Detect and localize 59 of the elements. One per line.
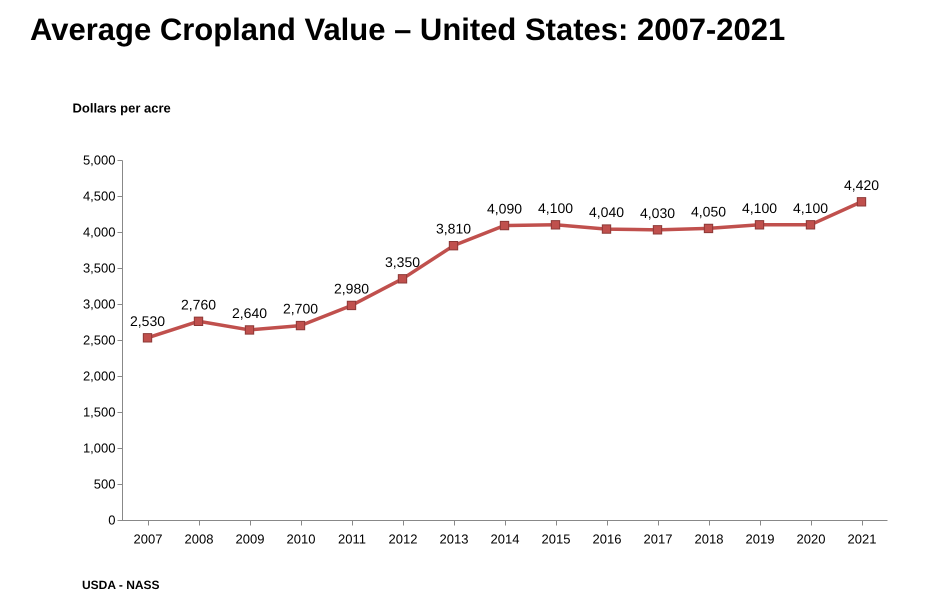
point	[398, 274, 408, 284]
y-axis-title: Dollars per acre	[72, 100, 171, 116]
x-tick-label: 2019	[746, 532, 774, 546]
chart-title: Average Cropland Value – United States: 2007-2021	[30, 12, 786, 47]
x-tick-label: 2018	[694, 532, 724, 546]
text: 2,980	[334, 280, 370, 296]
x-tick-label: 2010	[286, 532, 316, 546]
y-tick-label: 4,000	[82, 224, 116, 240]
text: 4,100	[742, 200, 778, 216]
text: 3,350	[384, 254, 420, 270]
text: USDA - NASS	[82, 578, 160, 592]
point	[550, 220, 560, 230]
point	[602, 224, 612, 234]
x-tick-label: 2009	[236, 532, 264, 546]
x-tick-label: 2015	[542, 532, 570, 546]
y-tick-label: 1,500	[82, 404, 116, 420]
text: 2,530	[130, 312, 166, 329]
x-tick-label: 2021	[848, 532, 876, 546]
y-tick-label: 500	[94, 476, 116, 492]
text: 4,100	[538, 200, 574, 216]
y-tick-label: 0	[108, 512, 116, 528]
text: 4,030	[640, 204, 676, 221]
x-tick-label: 2012	[388, 532, 418, 546]
y-tick-label: 1,000	[82, 440, 116, 456]
point	[448, 240, 458, 250]
point	[754, 220, 764, 230]
point	[806, 220, 816, 230]
x-tick-label: 2008	[184, 532, 214, 546]
y-tick-label: 4,500	[82, 188, 116, 204]
y-tick-label: 5,000	[82, 152, 116, 168]
text: 4,050	[690, 203, 726, 220]
point	[194, 316, 204, 326]
y-tick-label: 2,500	[82, 332, 116, 348]
point	[652, 225, 662, 235]
text: 2,700	[282, 300, 318, 317]
text: 4,040	[588, 204, 624, 220]
text: 4,100	[792, 200, 828, 216]
point	[704, 224, 714, 234]
point	[296, 320, 306, 330]
y-tick-label: 3,000	[82, 296, 116, 312]
point	[856, 197, 866, 206]
x-tick-label: 2020	[796, 532, 826, 546]
text: 3,810	[436, 220, 472, 237]
text: 4,420	[844, 176, 880, 193]
text: 4,090	[486, 200, 522, 217]
x-tick-label: 2017	[644, 532, 672, 546]
x-tick-label: 2016	[592, 532, 622, 546]
y-tick-label: 2,000	[82, 368, 116, 384]
x-tick-label: 2011	[338, 532, 366, 546]
point	[244, 325, 254, 335]
text: 2,640	[232, 304, 268, 321]
x-tick-label: 2007	[134, 532, 162, 546]
point	[346, 300, 356, 310]
point	[142, 333, 152, 343]
text: 2,760	[180, 296, 216, 312]
point	[500, 220, 510, 230]
y-tick-label: 3,500	[82, 260, 116, 276]
x-tick-label: 2013	[440, 532, 468, 546]
x-tick-label: 2014	[490, 532, 520, 546]
